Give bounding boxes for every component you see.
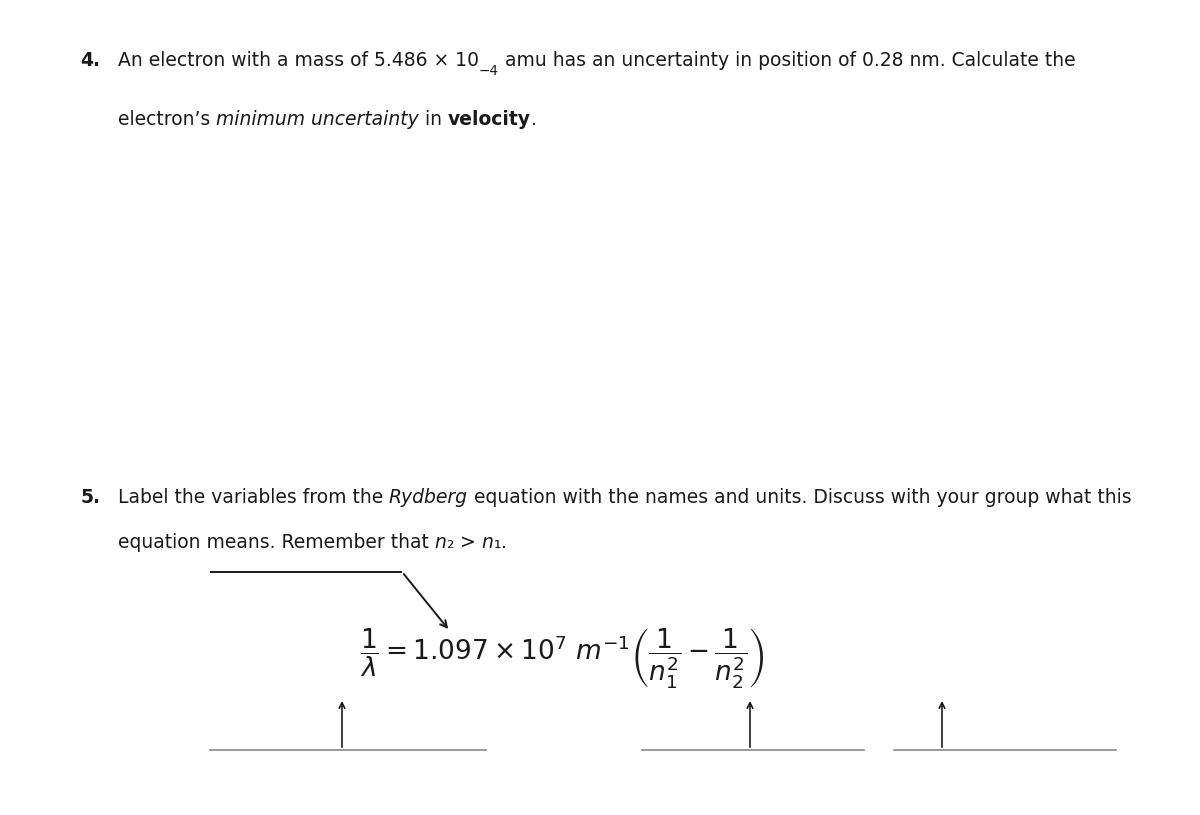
- Text: ₂: ₂: [446, 533, 454, 552]
- Text: Label the variables from the: Label the variables from the: [118, 488, 389, 507]
- Text: amu has an uncertainty in position of 0.28 nm. Calculate the: amu has an uncertainty in position of 0.…: [499, 51, 1075, 70]
- Text: 4.: 4.: [80, 51, 101, 70]
- Text: 5.: 5.: [80, 488, 101, 507]
- Text: minimum uncertainty: minimum uncertainty: [216, 110, 419, 129]
- Text: ₁: ₁: [493, 533, 500, 552]
- Text: Rydberg: Rydberg: [389, 488, 468, 507]
- Text: n: n: [434, 533, 446, 552]
- Text: in: in: [419, 110, 448, 129]
- Text: .: .: [530, 110, 536, 129]
- Text: n: n: [481, 533, 493, 552]
- Text: .: .: [500, 533, 506, 552]
- Text: equation with the names and units. Discuss with your group what this: equation with the names and units. Discu…: [468, 488, 1132, 507]
- Text: An electron with a mass of 5.486 × 10: An electron with a mass of 5.486 × 10: [118, 51, 479, 70]
- Text: velocity: velocity: [448, 110, 530, 129]
- Text: equation means. Remember that: equation means. Remember that: [118, 533, 434, 552]
- Text: electron’s: electron’s: [118, 110, 216, 129]
- Text: $\dfrac{1}{\lambda} = 1.097 \times 10^7 \ m^{-1} \left(\dfrac{1}{n_1^2} - \dfrac: $\dfrac{1}{\lambda} = 1.097 \times 10^7 …: [360, 627, 764, 691]
- Text: >: >: [454, 533, 481, 552]
- Text: −4: −4: [479, 64, 499, 77]
